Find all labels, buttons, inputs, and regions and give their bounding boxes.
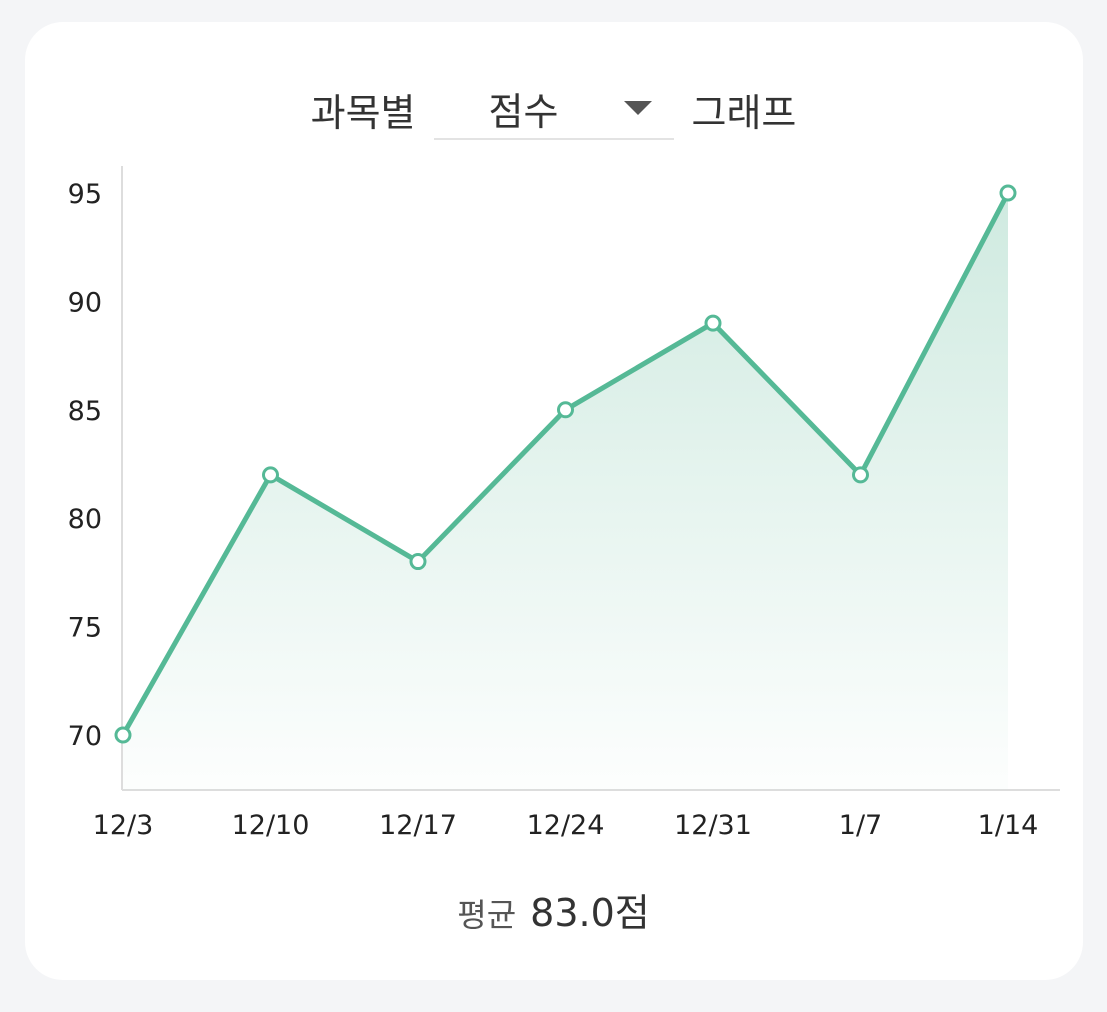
x-tick-label: 12/3 [93,810,154,841]
chevron-down-icon[interactable] [623,101,652,115]
average-summary: 평균 83.0점 [0,882,1107,937]
data-point-12/17[interactable] [409,553,427,571]
metric-select[interactable]: 점수 [433,78,674,140]
header-suffix: 그래프 [691,90,797,135]
x-tick-label: 12/17 [379,810,457,841]
average-label: 평균 [457,896,517,934]
y-tick-label: 90 [68,287,102,318]
data-point-1/7[interactable] [852,466,869,484]
x-tick-label: 12/10 [232,810,310,841]
data-point-12/10[interactable] [262,466,279,484]
y-tick-label: 95 [68,179,102,210]
y-tick-label: 80 [68,504,102,535]
data-point-12/31[interactable] [704,314,722,332]
data-point-1/14[interactable] [999,184,1017,202]
metric-select-value: 점수 [488,89,559,134]
x-tick-label: 12/24 [527,810,605,841]
series-area [123,193,1008,790]
x-tick-label: 1/14 [978,810,1039,841]
y-tick-label: 75 [68,613,102,644]
y-tick-label: 70 [68,721,102,752]
chart-header: 과목별 점수 그래프 [0,78,1107,140]
data-point-12/24[interactable] [557,401,574,419]
data-point-12/3[interactable] [114,726,132,744]
header-prefix: 과목별 [310,90,416,135]
average-value: 83.0점 [530,891,650,935]
x-tick-label: 1/7 [839,810,882,841]
x-tick-label: 12/31 [674,810,752,841]
y-tick-label: 85 [68,396,102,427]
